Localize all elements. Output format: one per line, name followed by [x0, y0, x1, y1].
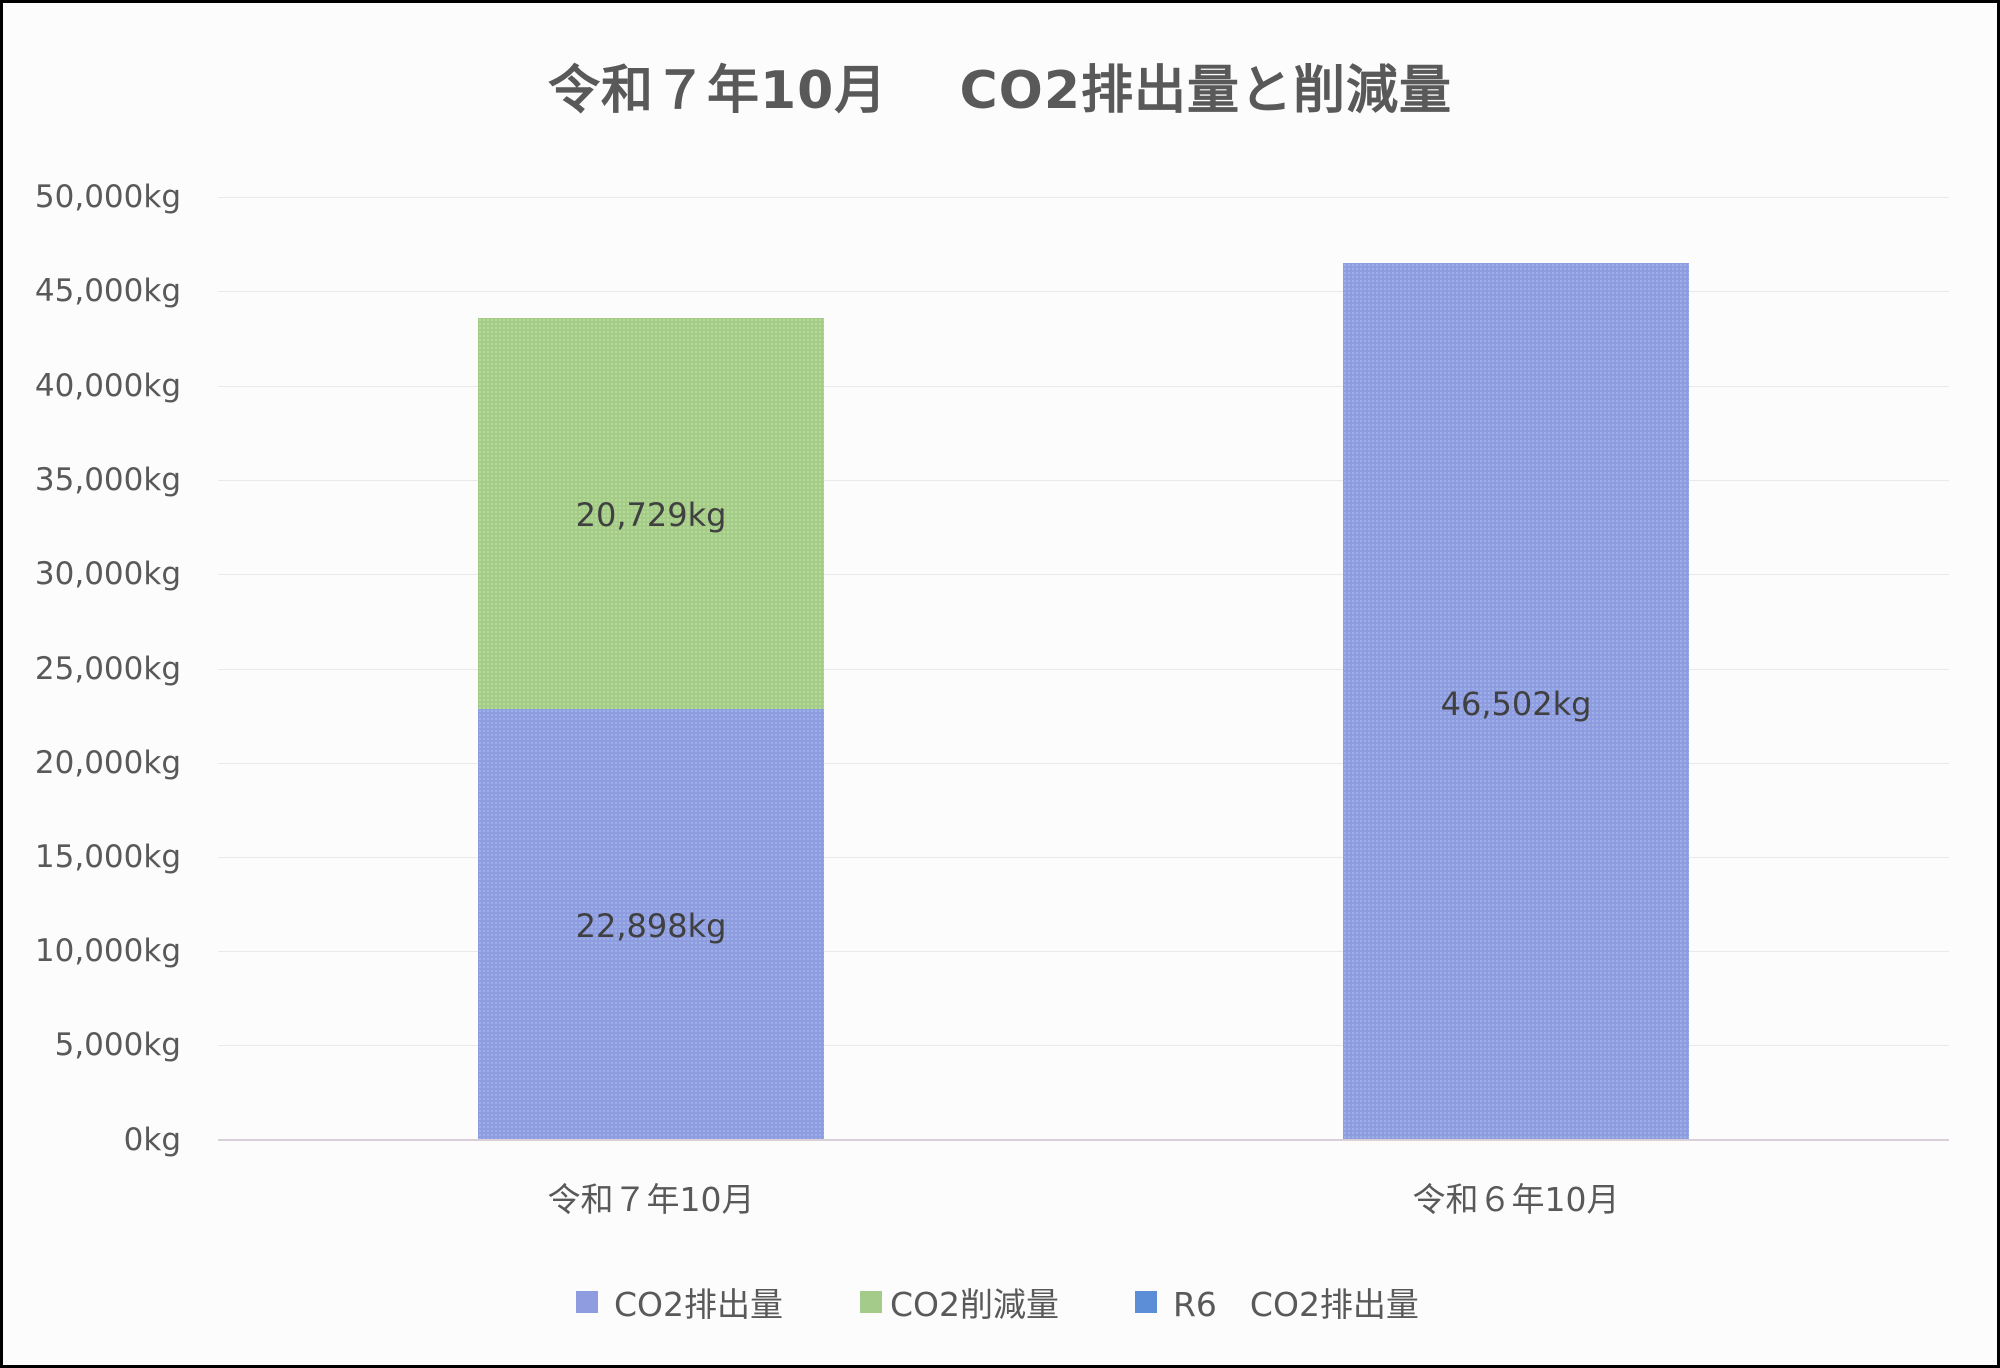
gridline-10000: [218, 951, 1949, 952]
legend-item-co2-reduction[interactable]: CO2削減量: [860, 1280, 1059, 1324]
legend-label: R6 CO2排出量: [1173, 1285, 1419, 1324]
y-tick-label: 50,000kg: [34, 179, 181, 215]
chart-title: 令和７年10月 CO2排出量と削減量: [547, 61, 1453, 121]
gridline-50000: [218, 197, 1949, 198]
gridline-45000: [218, 291, 1949, 292]
legend-swatch-icon: [576, 1291, 598, 1313]
legend-swatch-icon: [860, 1291, 882, 1313]
x-tick-label-r6: 令和６年10月: [1412, 1180, 1620, 1219]
gridline-20000: [218, 763, 1949, 764]
bar-segment-r7-co2-emission[interactable]: [478, 709, 824, 1140]
y-tick-label: 10,000kg: [34, 933, 181, 969]
gridline-5000: [218, 1045, 1949, 1046]
y-tick-label: 25,000kg: [34, 651, 181, 687]
y-tick-label: 35,000kg: [34, 462, 181, 498]
legend-label: CO2排出量: [614, 1285, 784, 1324]
legend-swatch-icon: [1135, 1291, 1157, 1313]
x-axis-line: [218, 1139, 1949, 1141]
gridline-40000: [218, 386, 1949, 387]
y-tick-label: 5,000kg: [54, 1027, 181, 1063]
y-tick-label: 20,000kg: [34, 745, 181, 781]
bar-segment-r7-co2-reduction[interactable]: [478, 318, 824, 709]
gridline-25000: [218, 669, 1949, 670]
legend-label: CO2削減量: [890, 1285, 1060, 1324]
x-tick-label-r7: 令和７年10月: [547, 1180, 755, 1219]
data-label-r7-reduction: 20,729kg: [575, 496, 727, 534]
data-label-r6-emission: 46,502kg: [1440, 685, 1592, 723]
gridline-35000: [218, 480, 1949, 481]
bar-segment-r6-co2-emission[interactable]: [1343, 263, 1689, 1140]
y-tick-label: 0kg: [123, 1122, 181, 1158]
legend-item-r6-co2-emission[interactable]: R6 CO2排出量: [1135, 1280, 1419, 1324]
y-tick-label: 40,000kg: [34, 368, 181, 404]
data-label-r7-emission: 22,898kg: [575, 907, 727, 945]
legend: CO2排出量 CO2削減量 R6 CO2排出量: [0, 1280, 2000, 1324]
y-tick-label: 30,000kg: [34, 556, 181, 592]
gridline-30000: [218, 574, 1949, 575]
y-tick-label: 45,000kg: [34, 273, 181, 309]
y-tick-label: 15,000kg: [34, 839, 181, 875]
legend-item-co2-emission[interactable]: CO2排出量: [576, 1280, 783, 1324]
gridline-15000: [218, 857, 1949, 858]
